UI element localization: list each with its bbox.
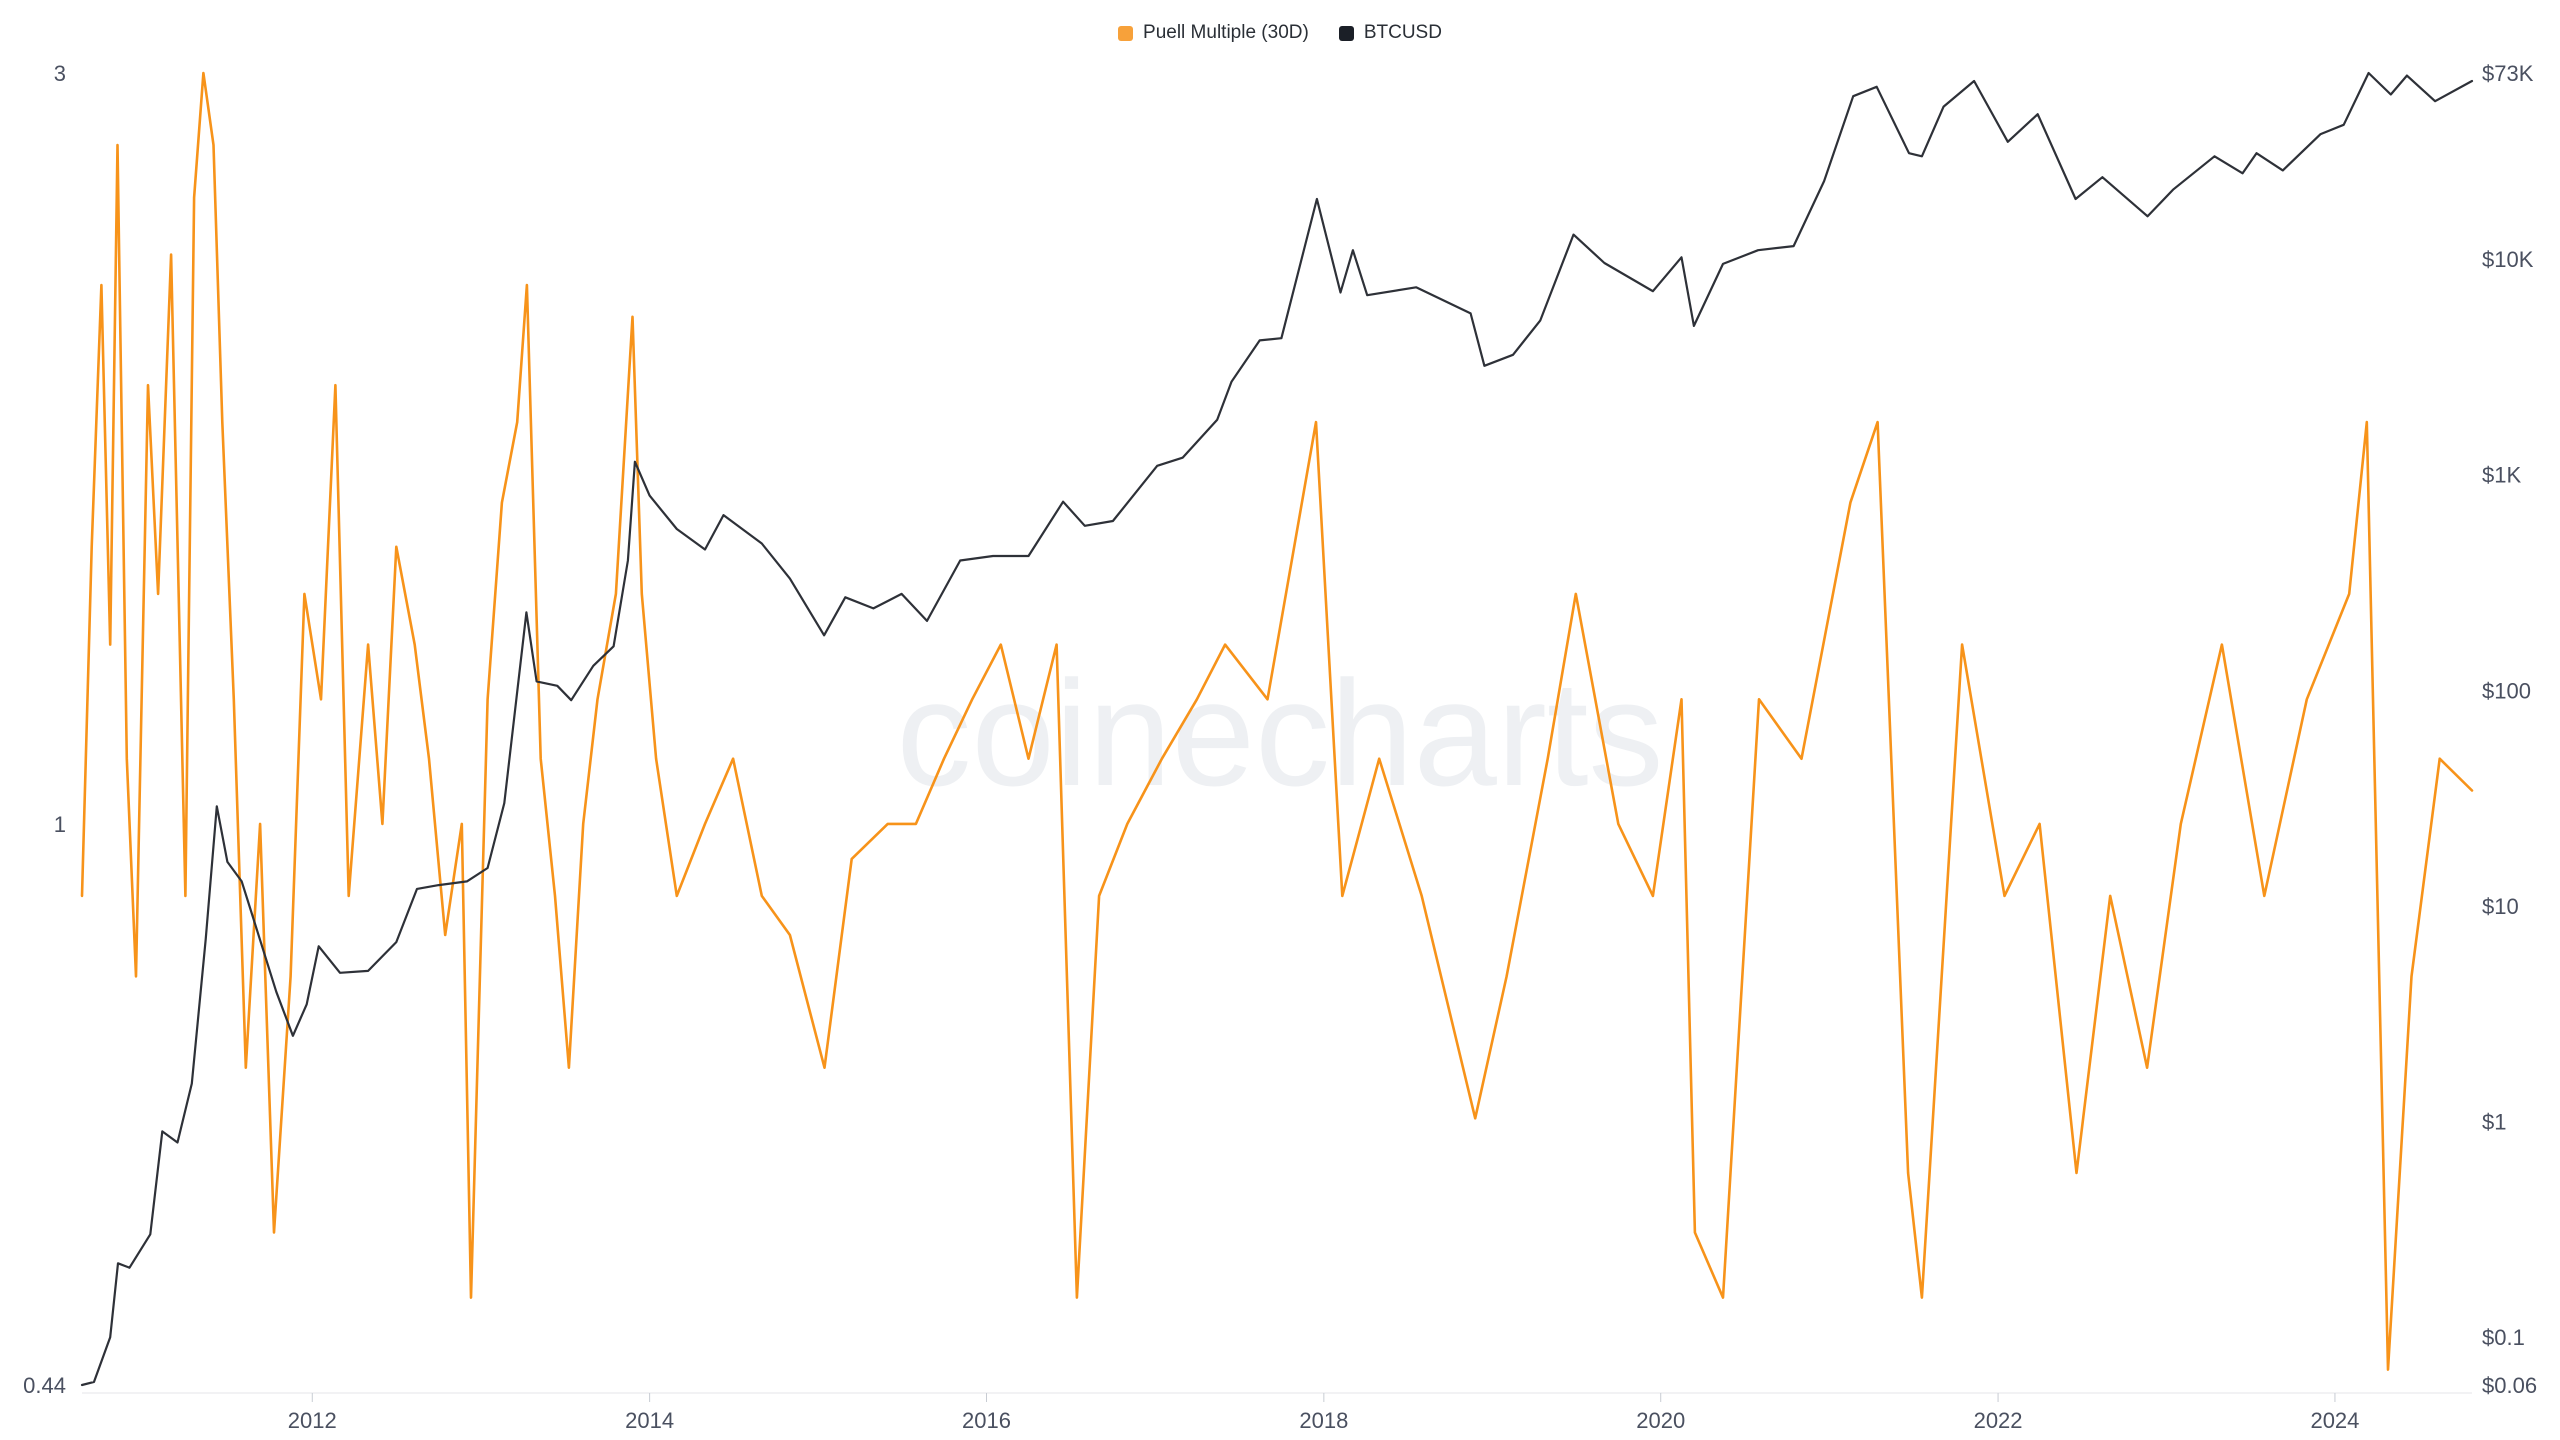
left-axis-tick-label: 1 bbox=[54, 812, 66, 837]
right-axis-tick-label: $1 bbox=[2482, 1110, 2506, 1135]
puell-multiple-line[interactable] bbox=[80, 71, 2474, 1371]
right-axis-tick-label: $10 bbox=[2482, 894, 2519, 919]
watermark: coinecharts bbox=[896, 649, 1663, 817]
series-layer bbox=[80, 71, 2474, 1387]
x-axis-tick-label: 2014 bbox=[625, 1408, 674, 1433]
right-axis-tick-label: $1K bbox=[2482, 463, 2521, 488]
right-axis-tick-label: $0.06 bbox=[2482, 1373, 2537, 1398]
legend-item-btcusd[interactable]: BTCUSD bbox=[1338, 22, 1442, 44]
right-axis: $73K $10K $1K $100 $10 $1 $0.1 $0.06 bbox=[2482, 61, 2537, 1398]
right-axis-tick-label: $10K bbox=[2482, 247, 2534, 272]
x-axis-tick-label: 2018 bbox=[1299, 1408, 1348, 1433]
chart-legend: Puell Multiple (30D) BTCUSD bbox=[0, 22, 2560, 44]
x-axis-tick-label: 2022 bbox=[1974, 1408, 2023, 1433]
right-axis-tick-label: $0.1 bbox=[2482, 1325, 2525, 1350]
btcusd-line[interactable] bbox=[80, 71, 2474, 1387]
x-axis-tick-label: 2012 bbox=[288, 1408, 337, 1433]
right-axis-tick-label: $100 bbox=[2482, 678, 2531, 703]
x-axis-tick-label: 2020 bbox=[1636, 1408, 1685, 1433]
left-axis-tick-label: 0.44 bbox=[23, 1373, 66, 1398]
legend-label-puell: Puell Multiple (30D) bbox=[1143, 22, 1309, 43]
x-axis-tick-label: 2016 bbox=[962, 1408, 1011, 1433]
x-axis-tick-label: 2024 bbox=[2310, 1408, 2359, 1433]
legend-item-puell[interactable]: Puell Multiple (30D) bbox=[1118, 22, 1309, 44]
right-axis-tick-label: $73K bbox=[2482, 61, 2534, 86]
left-axis-tick-label: 3 bbox=[54, 61, 66, 86]
x-axis: 2012 2014 2016 2018 2020 2022 2024 bbox=[82, 1392, 2472, 1433]
puell-swatch bbox=[1118, 25, 1134, 41]
left-axis: 310.44 bbox=[23, 61, 66, 1398]
legend-label-btcusd: BTCUSD bbox=[1363, 22, 1442, 43]
btcusd-swatch bbox=[1338, 25, 1354, 41]
